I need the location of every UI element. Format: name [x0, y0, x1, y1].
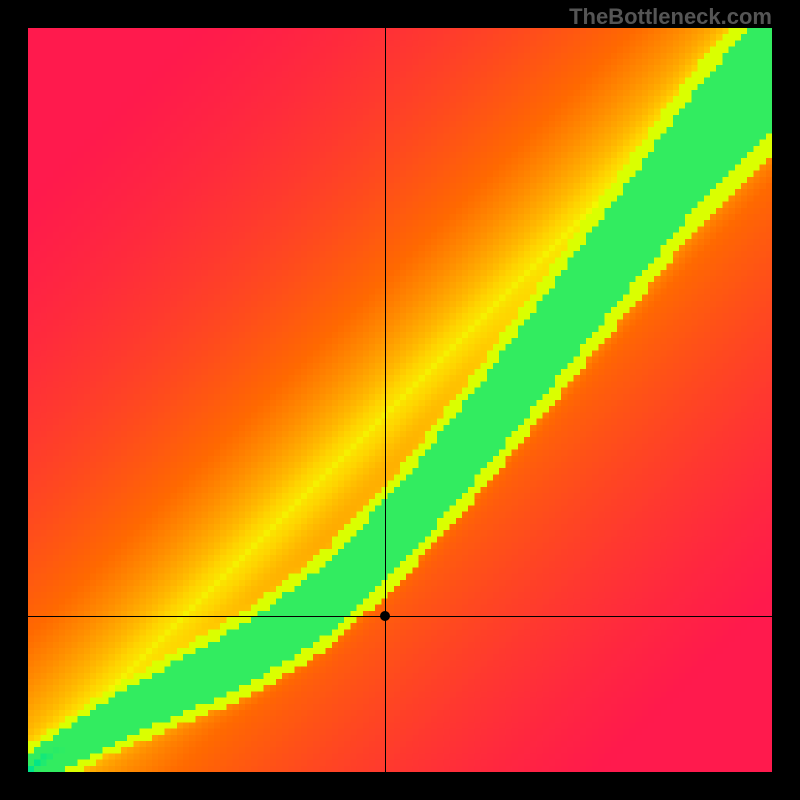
crosshair-marker-dot: [380, 611, 390, 621]
watermark-label: TheBottleneck.com: [569, 4, 772, 30]
crosshair-horizontal-line: [28, 616, 772, 617]
bottleneck-heatmap: [28, 28, 772, 772]
crosshair-vertical-line: [385, 28, 386, 772]
chart-container: TheBottleneck.com: [0, 0, 800, 800]
